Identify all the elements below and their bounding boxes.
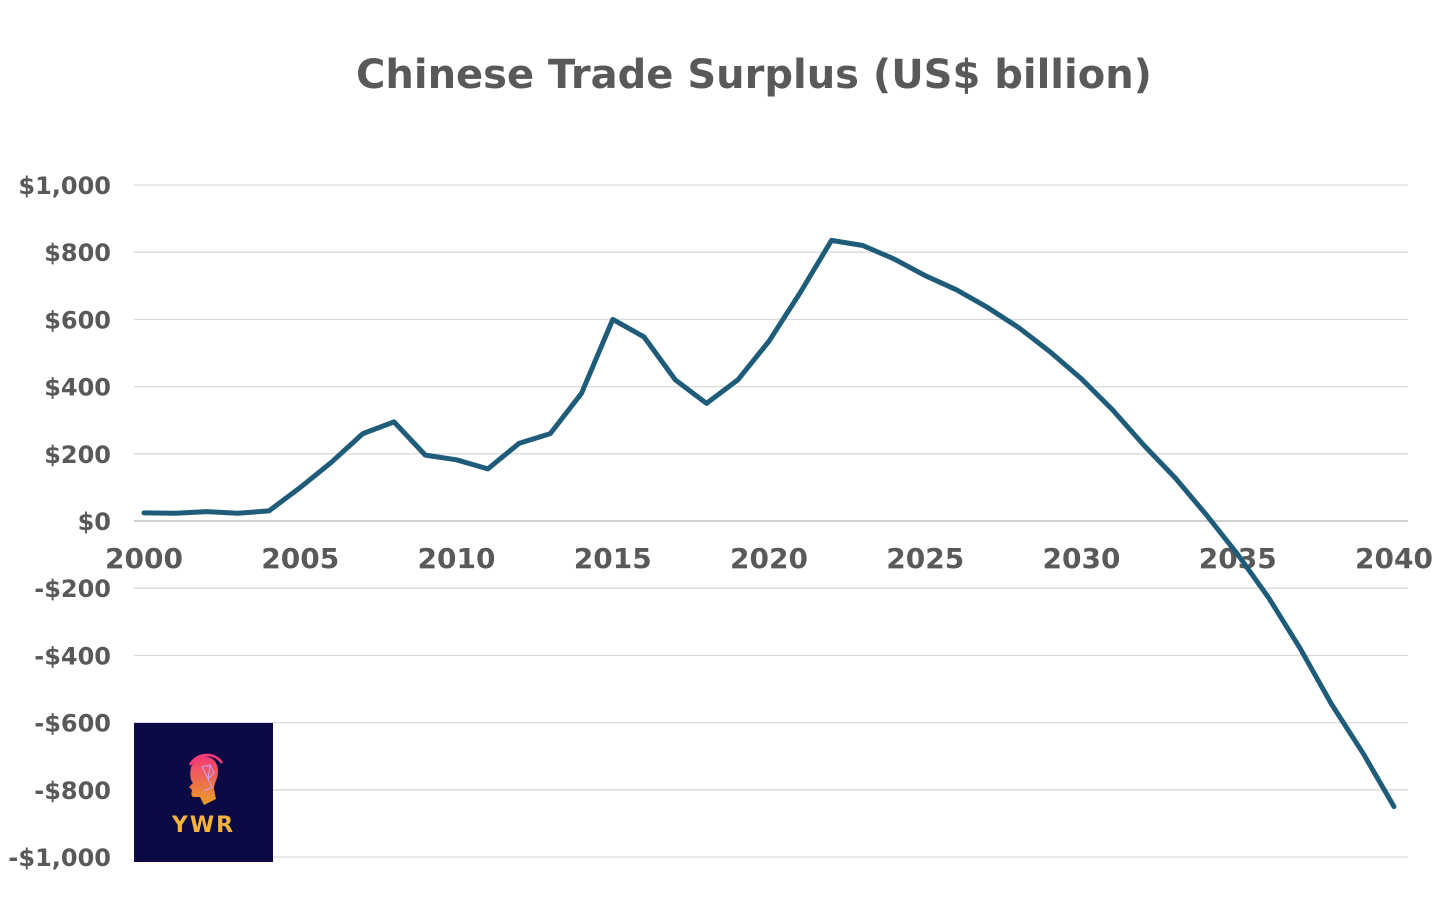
y-tick-label: -$200 [34, 575, 111, 603]
y-tick-label: $400 [44, 374, 111, 402]
x-axis-ticks: 2000 2005 2010 2015 2020 2025 2030 2035 2040 [105, 542, 1433, 575]
x-tick-label: 2010 [418, 542, 496, 575]
y-tick-label: $0 [78, 508, 111, 536]
y-tick-label: -$800 [34, 777, 111, 805]
y-tick-label: $800 [44, 239, 111, 267]
x-tick-label: 2030 [1043, 542, 1121, 575]
ywr-logo: YWR [134, 723, 273, 862]
chart-title: Chinese Trade Surplus (US$ billion) [356, 52, 1152, 98]
head-silhouette-icon [188, 753, 224, 805]
y-tick-label: $600 [44, 306, 111, 334]
y-tick-label: $1,000 [18, 172, 111, 200]
x-tick-label: 2000 [105, 542, 183, 575]
x-tick-label: 2005 [261, 542, 339, 575]
y-tick-label: -$600 [34, 710, 111, 738]
series-line-layer [141, 237, 1397, 810]
y-tick-label: -$400 [34, 642, 111, 670]
y-tick-label: $200 [44, 441, 111, 469]
y-axis-ticks: $1,000 $800 $600 $400 $200 $0 -$200 -$400 -$600 -… [8, 172, 111, 872]
x-tick-label: 2015 [574, 542, 652, 575]
y-tick-label: -$1,000 [8, 844, 111, 872]
x-tick-label: 2040 [1355, 542, 1433, 575]
logo-text: YWR [171, 813, 236, 838]
series-line [141, 237, 1397, 810]
x-tick-label: 2025 [886, 542, 964, 575]
grid-lines [134, 184, 1408, 858]
x-tick-label: 2020 [730, 542, 808, 575]
